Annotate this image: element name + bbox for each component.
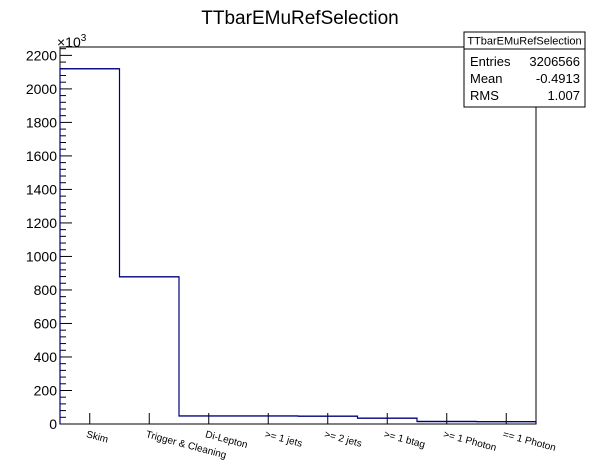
stats-mean-value: -0.4913 — [536, 71, 580, 86]
y-tick-label: 2000 — [26, 81, 57, 97]
histogram-bars — [59, 68, 537, 424]
stats-rms-label: RMS — [470, 88, 499, 103]
y-tick-label: 1400 — [26, 181, 57, 197]
y-tick-label: 1200 — [26, 215, 57, 231]
y-axis: 0 200 400 600 800 1000 1200 1400 1600 1800 2000 220… — [26, 47, 72, 432]
y-tick-label: 400 — [34, 349, 58, 365]
y-tick-label: 200 — [34, 382, 58, 398]
y-exponent-power: 3 — [81, 33, 87, 44]
stats-rms-value: 1.007 — [547, 88, 580, 103]
stats-mean-label: Mean — [470, 71, 503, 86]
y-tick-label: 1800 — [26, 114, 57, 130]
chart-title: TTbarEMuRefSelection — [201, 8, 398, 29]
y-tick-label: 2200 — [26, 47, 57, 63]
y-tick-label: 1600 — [26, 148, 57, 164]
y-tick-label: 1000 — [26, 248, 57, 264]
y-tick-label: 600 — [34, 315, 58, 331]
y-exponent-base: ×10 — [57, 34, 81, 50]
y-tick-label: 0 — [49, 416, 57, 432]
stats-entries-value: 3206566 — [529, 54, 580, 69]
histogram-outline — [59, 68, 537, 424]
stats-box: TTbarEMuRefSelection Entries 3206566 Mea… — [463, 31, 586, 108]
y-tick-label: 800 — [34, 282, 58, 298]
stats-entries-label: Entries — [470, 54, 511, 69]
stats-box-frame — [463, 31, 586, 108]
y-exponent-label: ×103 — [57, 33, 87, 50]
stats-box-title: TTbarEMuRefSelection — [467, 36, 581, 48]
svg-text:×103: ×103 — [57, 33, 87, 50]
